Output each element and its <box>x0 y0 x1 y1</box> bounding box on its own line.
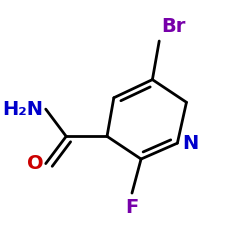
Text: H₂N: H₂N <box>2 100 43 118</box>
Text: N: N <box>182 134 198 153</box>
Text: Br: Br <box>162 18 186 36</box>
Text: F: F <box>125 198 138 216</box>
Text: O: O <box>27 154 44 173</box>
